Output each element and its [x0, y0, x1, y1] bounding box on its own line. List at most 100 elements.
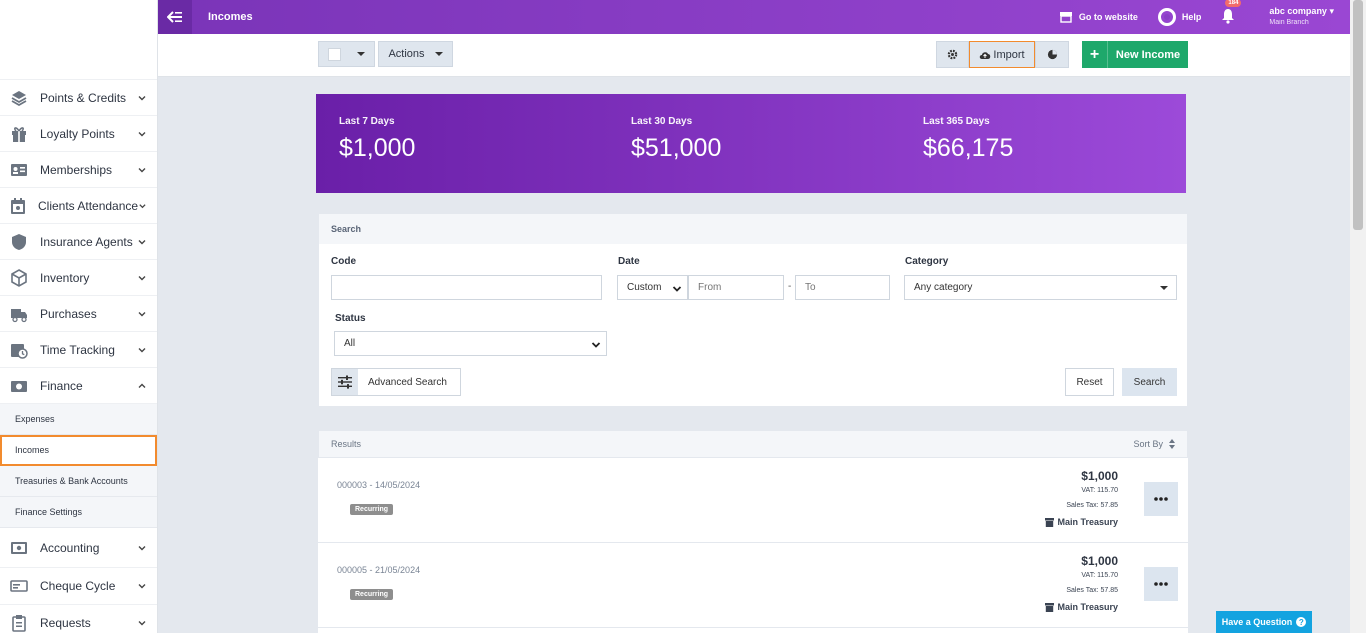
- search-panel-title: Search: [319, 214, 1187, 244]
- sidebar-item-loyalty-points[interactable]: Loyalty Points: [0, 116, 157, 152]
- sidebar-item-purchases[interactable]: Purchases: [0, 296, 157, 332]
- income-vat: VAT: 115.70: [1081, 572, 1118, 579]
- sidebar-item-label: Loyalty Points: [40, 126, 115, 141]
- go-to-website-link[interactable]: Go to website: [1059, 11, 1138, 23]
- stat-title: Last 365 Days: [923, 116, 990, 127]
- sidebar-item-insurance-agents[interactable]: Insurance Agents: [0, 224, 157, 260]
- advanced-search-button[interactable]: Advanced Search: [331, 368, 461, 396]
- chevron-down-icon: [138, 545, 146, 550]
- help-link[interactable]: Help: [1157, 8, 1201, 26]
- sidebar-item-finance[interactable]: Finance: [0, 368, 157, 404]
- checkbox[interactable]: [328, 47, 341, 61]
- sidebar-item-cheque-cycle[interactable]: Cheque Cycle: [0, 568, 157, 605]
- sidebar-item-label: Requests: [40, 615, 91, 630]
- advanced-search-label: Advanced Search: [368, 376, 447, 388]
- page-title: Incomes: [208, 11, 253, 23]
- income-row[interactable]: 000003 - 14/05/2024 Recurring $1,000 VAT…: [318, 458, 1188, 543]
- search-button[interactable]: Search: [1122, 368, 1177, 396]
- caret-down-icon: [1160, 286, 1168, 290]
- income-row-partial: [318, 628, 1188, 633]
- cloud-upload-icon: [980, 51, 991, 59]
- income-amount: $1,000: [1081, 554, 1118, 568]
- code-label: Code: [331, 256, 356, 267]
- pie-chart-icon: [1047, 49, 1057, 60]
- sidebar-item-label: Time Tracking: [40, 342, 115, 357]
- actions-label: Actions: [388, 48, 425, 60]
- date-from-input[interactable]: [688, 275, 784, 300]
- date-to-input[interactable]: [795, 275, 890, 300]
- have-a-question-button[interactable]: Have a Question ?: [1216, 611, 1312, 633]
- chevron-down-icon: [138, 584, 146, 589]
- company-name: abc company: [1269, 6, 1327, 16]
- stats-banner: Last 7 Days $1,000 Last 30 Days $51,000 …: [316, 94, 1186, 193]
- row-actions-button[interactable]: [1144, 482, 1178, 516]
- stat-last-365-days: Last 365 Days $66,175: [923, 116, 1013, 163]
- settings-button[interactable]: [936, 41, 969, 68]
- new-income-button[interactable]: + New Income: [1082, 41, 1188, 68]
- sidebar-item-memberships[interactable]: Memberships: [0, 152, 157, 188]
- search-panel: Search Code Date Custom - Category Any c…: [318, 213, 1188, 407]
- stats-toggle-button[interactable]: [1035, 41, 1069, 68]
- sidebar-item-clients-attendance[interactable]: Clients Attendance: [0, 188, 157, 224]
- status-select[interactable]: All: [334, 331, 607, 356]
- import-button[interactable]: Import: [969, 41, 1035, 68]
- income-row[interactable]: 000005 - 21/05/2024 Recurring $1,000 VAT…: [318, 543, 1188, 628]
- store-icon: [1059, 12, 1072, 23]
- sidebar-item-label: Cheque Cycle: [40, 579, 116, 593]
- truck-icon: [9, 305, 29, 323]
- notifications-button[interactable]: 184: [1221, 0, 1242, 27]
- income-vat: VAT: 115.70: [1081, 487, 1118, 494]
- gear-icon: [947, 49, 958, 60]
- recurring-badge: Recurring: [350, 504, 394, 515]
- stat-title: Last 30 Days: [631, 116, 693, 127]
- stat-title: Last 7 Days: [339, 116, 395, 127]
- status-label: Status: [335, 313, 366, 324]
- money-icon: [9, 377, 29, 395]
- income-code-date: 000003 - 14/05/2024: [337, 480, 421, 490]
- calendar-check-icon: [9, 197, 27, 215]
- date-mode-select[interactable]: Custom: [617, 275, 688, 300]
- sort-by-button[interactable]: Sort By: [1133, 439, 1176, 449]
- scrollbar-thumb[interactable]: [1353, 0, 1363, 230]
- sidebar-item-inventory[interactable]: Inventory: [0, 260, 157, 296]
- sidebar-item-label: Points & Credits: [40, 90, 127, 105]
- chevron-down-icon: [138, 275, 146, 280]
- new-income-label: New Income: [1115, 48, 1181, 61]
- chevron-down-icon: [138, 239, 146, 244]
- notification-badge: 184: [1225, 0, 1242, 7]
- date-mode-value: Custom: [627, 282, 662, 293]
- sidebar-subitem-incomes[interactable]: Incomes: [0, 435, 157, 466]
- chevron-up-icon: [138, 383, 146, 388]
- sort-icon: [1169, 439, 1175, 449]
- sidebar-subitem-treasuries[interactable]: Treasuries & Bank Accounts: [0, 466, 157, 497]
- chevron-down-icon: [139, 203, 146, 208]
- category-label: Category: [905, 256, 949, 267]
- sidebar-item-time-tracking[interactable]: Time Tracking: [0, 332, 157, 368]
- category-select[interactable]: Any category: [904, 275, 1177, 300]
- page-scrollbar[interactable]: [1350, 0, 1366, 633]
- caret-down-icon: ▾: [1329, 6, 1334, 16]
- reset-button[interactable]: Reset: [1065, 368, 1114, 396]
- sidebar: Points & Credits Loyalty Points Membersh…: [0, 0, 158, 633]
- sidebar-item-points-credits[interactable]: Points & Credits: [0, 80, 157, 116]
- treasury-name: Main Treasury: [1057, 602, 1118, 612]
- sidebar-item-label: Memberships: [40, 162, 113, 177]
- results-title: Results: [331, 439, 362, 449]
- row-actions-button[interactable]: [1144, 567, 1178, 601]
- select-all-dropdown[interactable]: [318, 41, 375, 67]
- sidebar-item-accounting[interactable]: Accounting: [0, 528, 157, 568]
- sidebar-subitem-expenses[interactable]: Expenses: [0, 404, 157, 435]
- sidebar-item-requests[interactable]: Requests: [0, 605, 157, 633]
- company-switcher[interactable]: abc company ▾ Main Branch: [1269, 6, 1334, 28]
- actions-dropdown[interactable]: Actions: [378, 41, 453, 67]
- caret-down-icon: [357, 52, 365, 56]
- stat-value: $51,000: [631, 134, 722, 162]
- stat-value: $1,000: [339, 134, 416, 162]
- sidebar-toggle-button[interactable]: [158, 0, 192, 34]
- sidebar-subitem-finance-settings[interactable]: Finance Settings: [0, 497, 157, 528]
- chevron-down-icon: [672, 286, 682, 292]
- caret-down-icon: [434, 52, 443, 56]
- sidebar-item-label: Insurance Agents: [40, 234, 133, 249]
- lifebuoy-icon: [1157, 8, 1176, 26]
- code-input[interactable]: [331, 275, 602, 300]
